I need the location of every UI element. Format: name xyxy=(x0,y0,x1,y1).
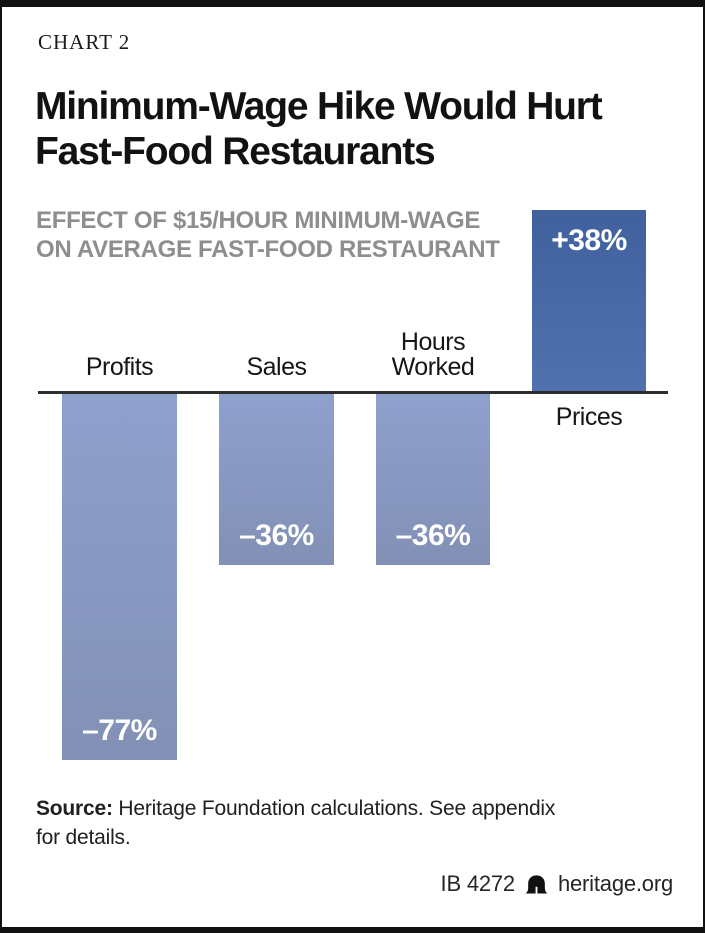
source-text: Heritage Foundation calculations. See ap… xyxy=(112,797,556,820)
category-label-prices: Prices xyxy=(555,403,623,431)
bar-hours-worked: –36% xyxy=(376,394,490,565)
top-border xyxy=(0,0,705,7)
chart-number-label: CHART 2 xyxy=(38,30,131,54)
chart-subtitle-line2: ON AVERAGE FAST-FOOD RESTAURANT xyxy=(36,236,500,263)
chart-title-line2: Fast-Food Restaurants xyxy=(35,130,436,173)
bar-profits: –77% xyxy=(62,394,177,760)
right-border xyxy=(703,0,705,933)
source-note: Source: Heritage Foundation calculations… xyxy=(36,794,616,852)
bar-value-hours-worked: –36% xyxy=(395,519,471,552)
bar-value-prices: +38% xyxy=(551,224,627,257)
chart-subtitle-line1: EFFECT OF $15/HOUR MINIMUM-WAGE xyxy=(36,207,481,234)
bar-value-sales: –36% xyxy=(239,519,314,552)
source-line2: for details. xyxy=(36,826,131,849)
chart-title: Minimum-Wage Hike Would Hurt Fast-Food R… xyxy=(35,84,675,174)
zero-axis-line xyxy=(38,391,668,394)
source-label: Source: xyxy=(36,797,113,820)
bottom-border xyxy=(0,927,705,933)
bar-prices: +38% xyxy=(532,210,646,391)
heritage-bell-icon xyxy=(525,874,548,894)
category-label-profits: Profits xyxy=(85,353,154,381)
bar-sales: –36% xyxy=(219,394,334,565)
chart-title-line1: Minimum-Wage Hike Would Hurt xyxy=(35,85,603,128)
report-id: IB 4272 xyxy=(440,871,516,896)
category-label-sales: Sales xyxy=(246,353,307,381)
bar-value-profits: –77% xyxy=(82,714,157,747)
category-label-hours-worked: Hours Worked xyxy=(391,328,475,381)
site-url: heritage.org xyxy=(557,871,673,896)
left-border xyxy=(0,0,2,933)
source-line1: Source: Heritage Foundation calculations… xyxy=(36,794,616,823)
chart-subtitle: EFFECT OF $15/HOUR MINIMUM-WAGE ON AVERA… xyxy=(36,206,536,264)
footer: IB 4272 heritage.org xyxy=(440,871,674,897)
